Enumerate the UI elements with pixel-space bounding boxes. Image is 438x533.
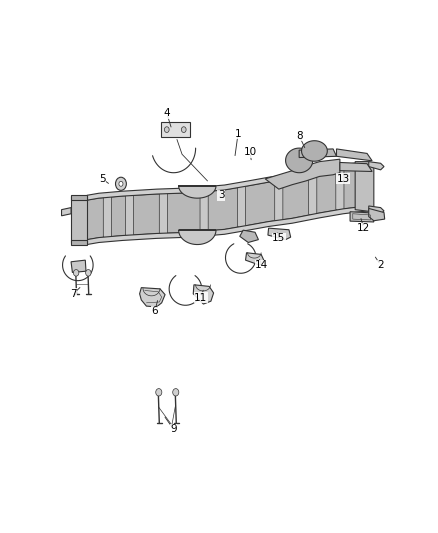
Text: 15: 15 bbox=[272, 233, 286, 244]
Polygon shape bbox=[71, 240, 87, 245]
Polygon shape bbox=[159, 190, 167, 237]
Polygon shape bbox=[87, 206, 369, 245]
Polygon shape bbox=[268, 228, 291, 240]
Polygon shape bbox=[309, 172, 317, 217]
Circle shape bbox=[74, 270, 79, 276]
Polygon shape bbox=[369, 208, 385, 221]
Polygon shape bbox=[103, 194, 111, 240]
Text: 12: 12 bbox=[357, 223, 370, 233]
Text: 14: 14 bbox=[255, 260, 268, 270]
Text: 11: 11 bbox=[194, 293, 207, 303]
Circle shape bbox=[86, 270, 91, 276]
Polygon shape bbox=[246, 253, 265, 265]
Text: 2: 2 bbox=[377, 260, 384, 270]
Text: 6: 6 bbox=[152, 306, 158, 316]
Polygon shape bbox=[140, 288, 165, 307]
Polygon shape bbox=[193, 285, 214, 304]
Polygon shape bbox=[275, 177, 283, 223]
Polygon shape bbox=[161, 122, 190, 138]
Polygon shape bbox=[299, 149, 336, 158]
Polygon shape bbox=[87, 166, 369, 240]
Polygon shape bbox=[286, 148, 313, 173]
Polygon shape bbox=[355, 161, 374, 211]
Polygon shape bbox=[125, 192, 134, 238]
Circle shape bbox=[173, 389, 179, 396]
Text: 10: 10 bbox=[244, 147, 257, 157]
Polygon shape bbox=[336, 149, 372, 161]
Polygon shape bbox=[369, 206, 384, 214]
Polygon shape bbox=[237, 184, 246, 230]
Polygon shape bbox=[240, 230, 258, 243]
Text: 5: 5 bbox=[99, 174, 106, 184]
Polygon shape bbox=[350, 212, 374, 222]
Circle shape bbox=[181, 127, 186, 133]
Text: 8: 8 bbox=[296, 131, 303, 141]
Polygon shape bbox=[71, 260, 86, 272]
Polygon shape bbox=[71, 195, 87, 200]
Polygon shape bbox=[265, 159, 340, 189]
Text: 3: 3 bbox=[218, 190, 224, 200]
Polygon shape bbox=[71, 196, 87, 243]
Circle shape bbox=[164, 127, 169, 133]
Text: 7: 7 bbox=[70, 289, 77, 299]
Circle shape bbox=[116, 177, 127, 190]
Polygon shape bbox=[301, 141, 327, 161]
Polygon shape bbox=[179, 230, 216, 245]
Text: 13: 13 bbox=[337, 174, 350, 184]
Text: 1: 1 bbox=[235, 129, 241, 139]
Polygon shape bbox=[369, 161, 384, 170]
Circle shape bbox=[156, 389, 162, 396]
Polygon shape bbox=[61, 207, 71, 216]
Polygon shape bbox=[87, 161, 369, 200]
Polygon shape bbox=[179, 186, 216, 198]
Polygon shape bbox=[200, 188, 208, 235]
Circle shape bbox=[119, 181, 123, 186]
Text: 4: 4 bbox=[163, 108, 170, 118]
Text: 9: 9 bbox=[170, 424, 177, 434]
Polygon shape bbox=[336, 167, 344, 213]
Polygon shape bbox=[340, 163, 372, 172]
